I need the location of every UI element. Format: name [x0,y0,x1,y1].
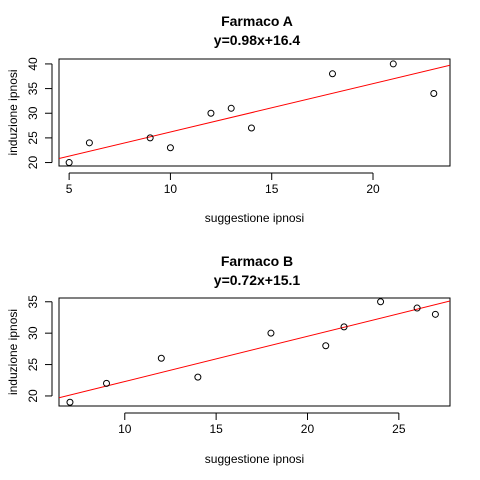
y-axis-label: induzione ipnosi [6,69,20,155]
data-point [340,323,348,331]
data-point [166,144,174,152]
data-point [430,90,438,98]
y-axis-label: induzione ipnosi [6,309,20,395]
data-point [194,373,202,381]
data-point [413,304,421,312]
y-tick-label: 30 [26,326,40,340]
data-point [389,60,397,68]
chart-panel-1: Farmaco A y=0.98x+16.4 5 10 15 20 20 25 30 35 40 su… [6,13,451,225]
x-tick-label: 25 [392,422,406,436]
y-tick-label: 25 [26,358,40,372]
x-tick-label: 10 [118,422,132,436]
y-tick-label: 25 [26,131,40,145]
chart-title: Farmaco B [221,253,293,269]
data-point [227,104,235,112]
x-tick-label: 5 [66,182,73,196]
x-tick-label: 15 [265,182,279,196]
x-tick-label: 20 [366,182,380,196]
data-point [66,398,74,406]
y-tick-label: 20 [26,156,40,170]
x-tick-label: 20 [301,422,315,436]
x-tick-label: 15 [209,422,223,436]
data-point [65,159,73,167]
data-point [247,124,255,132]
y-tick-label: 20 [26,389,40,403]
y-tick-label: 40 [26,57,40,71]
chart-subtitle: y=0.98x+16.4 [214,32,301,48]
data-point [157,354,165,362]
data-point [377,298,385,306]
chart-title: Farmaco A [221,13,293,29]
chart-panel-2: Farmaco B y=0.72x+15.1 10 15 20 25 20 25 30 35 sug… [6,253,451,466]
y-tick-label: 35 [26,295,40,309]
chart-subtitle: y=0.72x+15.1 [214,272,301,288]
data-point [85,139,93,147]
data-point [431,310,439,318]
regression-line [59,300,450,399]
data-point [267,329,275,337]
data-point [207,109,215,117]
data-point [322,342,330,350]
plot-frame [58,58,451,167]
data-point [146,134,154,142]
regression-line [59,64,450,160]
x-axis-label: suggestione ipnosi [205,211,304,225]
data-point [328,70,336,78]
data-point [103,379,111,387]
x-tick-label: 10 [164,182,178,196]
plot-frame [58,297,451,407]
y-tick-label: 35 [26,82,40,96]
x-axis-label: suggestione ipnosi [205,452,304,466]
y-tick-label: 30 [26,106,40,120]
